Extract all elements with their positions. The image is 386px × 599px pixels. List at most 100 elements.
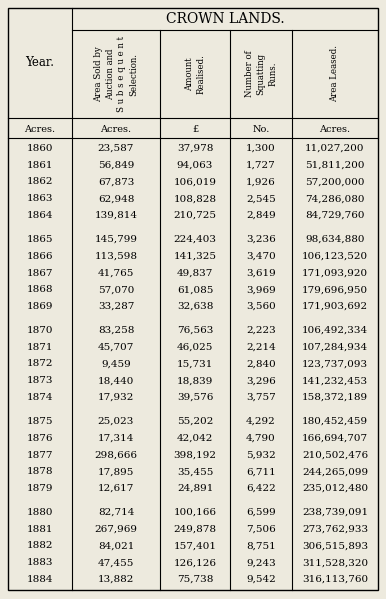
Text: 17,895: 17,895 (98, 467, 134, 476)
Text: 2,545: 2,545 (246, 194, 276, 203)
Text: 75,738: 75,738 (177, 575, 213, 584)
Text: 56,849: 56,849 (98, 161, 134, 170)
Text: 98,634,880: 98,634,880 (305, 235, 365, 244)
Text: 11,027,200: 11,027,200 (305, 144, 365, 153)
Text: 57,200,000: 57,200,000 (305, 177, 365, 186)
Text: 39,576: 39,576 (177, 393, 213, 402)
Text: 180,452,459: 180,452,459 (302, 417, 368, 426)
Text: 9,459: 9,459 (101, 359, 131, 368)
Text: 1872: 1872 (27, 359, 53, 368)
Text: 67,873: 67,873 (98, 177, 134, 186)
Text: 244,265,099: 244,265,099 (302, 467, 368, 476)
Text: 1883: 1883 (27, 558, 53, 567)
Text: Acres.: Acres. (24, 126, 56, 135)
Text: 84,021: 84,021 (98, 541, 134, 550)
Text: 3,296: 3,296 (246, 376, 276, 385)
Text: 210,725: 210,725 (173, 211, 217, 220)
Text: 7,506: 7,506 (246, 525, 276, 534)
Text: 62,948: 62,948 (98, 194, 134, 203)
Text: 74,286,080: 74,286,080 (305, 194, 365, 203)
Text: 126,126: 126,126 (173, 558, 217, 567)
Text: 1866: 1866 (27, 252, 53, 261)
Text: 171,093,920: 171,093,920 (302, 268, 368, 277)
Text: 6,422: 6,422 (246, 484, 276, 493)
Text: 235,012,480: 235,012,480 (302, 484, 368, 493)
Text: 4,292: 4,292 (246, 417, 276, 426)
Text: 1864: 1864 (27, 211, 53, 220)
Text: Acres.: Acres. (100, 126, 132, 135)
Text: 18,440: 18,440 (98, 376, 134, 385)
Text: Year.: Year. (25, 56, 54, 69)
Text: 1880: 1880 (27, 508, 53, 517)
Text: No.: No. (252, 126, 270, 135)
Text: 1862: 1862 (27, 177, 53, 186)
Text: 1873: 1873 (27, 376, 53, 385)
Text: Area Sold by
Auction and
S u b s e q u e n t
Selection.: Area Sold by Auction and S u b s e q u e… (94, 36, 138, 112)
Text: 1874: 1874 (27, 393, 53, 402)
Text: 1884: 1884 (27, 575, 53, 584)
Text: 1860: 1860 (27, 144, 53, 153)
Text: 311,528,320: 311,528,320 (302, 558, 368, 567)
Text: 15,731: 15,731 (177, 359, 213, 368)
Text: 139,814: 139,814 (95, 211, 137, 220)
Text: 157,401: 157,401 (173, 541, 217, 550)
Text: 106,123,520: 106,123,520 (302, 252, 368, 261)
Text: 1882: 1882 (27, 541, 53, 550)
Text: 9,243: 9,243 (246, 558, 276, 567)
Text: 37,978: 37,978 (177, 144, 213, 153)
Text: 17,314: 17,314 (98, 434, 134, 443)
Text: 57,070: 57,070 (98, 285, 134, 294)
Text: 106,492,334: 106,492,334 (302, 326, 368, 335)
Text: 171,903,692: 171,903,692 (302, 302, 368, 311)
Text: 1870: 1870 (27, 326, 53, 335)
Text: 12,617: 12,617 (98, 484, 134, 493)
Text: 1879: 1879 (27, 484, 53, 493)
Text: 35,455: 35,455 (177, 467, 213, 476)
Text: 179,696,950: 179,696,950 (302, 285, 368, 294)
Text: 2,214: 2,214 (246, 343, 276, 352)
Text: 273,762,933: 273,762,933 (302, 525, 368, 534)
Text: 306,515,893: 306,515,893 (302, 541, 368, 550)
Text: 8,751: 8,751 (246, 541, 276, 550)
Text: £: £ (192, 126, 198, 135)
Text: 2,223: 2,223 (246, 326, 276, 335)
Text: 49,837: 49,837 (177, 268, 213, 277)
Text: 1869: 1869 (27, 302, 53, 311)
Text: 3,757: 3,757 (246, 393, 276, 402)
Text: 24,891: 24,891 (177, 484, 213, 493)
Text: 82,714: 82,714 (98, 508, 134, 517)
Text: 42,042: 42,042 (177, 434, 213, 443)
Text: 113,598: 113,598 (95, 252, 137, 261)
Text: 166,694,707: 166,694,707 (302, 434, 368, 443)
Text: 107,284,934: 107,284,934 (302, 343, 368, 352)
Text: 84,729,760: 84,729,760 (305, 211, 365, 220)
Text: 249,878: 249,878 (173, 525, 217, 534)
Text: 45,707: 45,707 (98, 343, 134, 352)
Text: 23,587: 23,587 (98, 144, 134, 153)
Text: Acres.: Acres. (320, 126, 350, 135)
Text: 238,739,091: 238,739,091 (302, 508, 368, 517)
Text: 106,019: 106,019 (173, 177, 217, 186)
Text: 6,599: 6,599 (246, 508, 276, 517)
Text: 1867: 1867 (27, 268, 53, 277)
Text: 4,790: 4,790 (246, 434, 276, 443)
Text: Amount
Realised.: Amount Realised. (185, 54, 205, 94)
Text: 108,828: 108,828 (173, 194, 217, 203)
Text: 1,727: 1,727 (246, 161, 276, 170)
Text: 141,232,453: 141,232,453 (302, 376, 368, 385)
Text: 2,849: 2,849 (246, 211, 276, 220)
Text: 41,765: 41,765 (98, 268, 134, 277)
Text: 1865: 1865 (27, 235, 53, 244)
Text: 3,969: 3,969 (246, 285, 276, 294)
Text: 55,202: 55,202 (177, 417, 213, 426)
Text: 1877: 1877 (27, 450, 53, 459)
Text: 1878: 1878 (27, 467, 53, 476)
Text: 51,811,200: 51,811,200 (305, 161, 365, 170)
Text: 13,882: 13,882 (98, 575, 134, 584)
Text: 210,502,476: 210,502,476 (302, 450, 368, 459)
Text: 25,023: 25,023 (98, 417, 134, 426)
Text: 3,470: 3,470 (246, 252, 276, 261)
Text: 316,113,760: 316,113,760 (302, 575, 368, 584)
Text: 17,932: 17,932 (98, 393, 134, 402)
Text: Number of
Squatting
Runs.: Number of Squatting Runs. (245, 51, 277, 98)
